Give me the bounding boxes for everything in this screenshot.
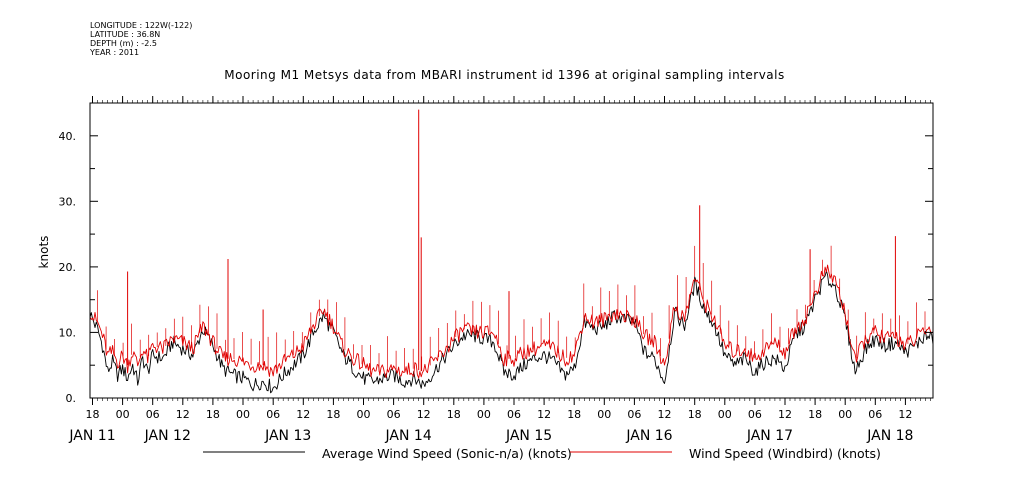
x-tick-label: 06	[387, 408, 401, 421]
y-tick-label: 10.	[59, 326, 77, 339]
y-tick-label: 40.	[59, 130, 77, 143]
legend-windbird-label: Wind Speed (Windbird) (knots)	[689, 446, 881, 461]
metadata-longitude: LONGITUDE : 122W(-122)	[90, 21, 193, 30]
x-tick-label: 00	[597, 408, 611, 421]
x-tick-label: 18	[206, 408, 220, 421]
series-layer	[89, 109, 934, 394]
x-tick-label: 00	[477, 408, 491, 421]
x-tick-label: 12	[898, 408, 912, 421]
metadata-block: LONGITUDE : 122W(-122) LATITUDE : 36.8N …	[90, 21, 192, 57]
x-tick-label: 00	[357, 408, 371, 421]
x-tick-label: 06	[266, 408, 280, 421]
x-tick-label: 06	[146, 408, 160, 421]
x-tick-label: 12	[778, 408, 792, 421]
x-day-label: JAN 16	[625, 428, 672, 444]
y-axis: 0. 10. 20. 30. 40.	[59, 102, 933, 405]
x-tick-label: 06	[627, 408, 641, 421]
x-tick-label: 00	[116, 408, 130, 421]
chart-title: Mooring M1 Metsys data from MBARI instru…	[224, 68, 785, 82]
metadata-year: YEAR : 2011	[90, 48, 140, 57]
metadata-latitude: LATITUDE : 36.8N	[90, 30, 161, 39]
y-tick-label: 0.	[66, 392, 77, 405]
metadata-depth: DEPTH (m) : -2.5	[90, 39, 157, 48]
x-day-label: JAN 11	[68, 428, 115, 444]
x-tick-label: 18	[688, 408, 702, 421]
series-line-windbird	[89, 264, 934, 379]
x-tick-label: 12	[537, 408, 551, 421]
legend-sonic-label: Average Wind Speed (Sonic-n/a) (knots)	[322, 446, 572, 461]
y-tick-label: 30.	[59, 195, 77, 208]
x-tick-label: 00	[838, 408, 852, 421]
x-tick-label: 18	[808, 408, 822, 421]
legend: Average Wind Speed (Sonic-n/a) (knots) W…	[203, 446, 881, 461]
x-tick-label: 06	[507, 408, 521, 421]
x-tick-label: 00	[236, 408, 250, 421]
x-tick-label: 12	[417, 408, 431, 421]
x-tick-label: 00	[718, 408, 732, 421]
x-tick-label: 06	[868, 408, 882, 421]
x-day-label: JAN 18	[866, 428, 913, 444]
x-day-label: JAN 13	[264, 428, 311, 444]
y-tick-label: 20.	[59, 261, 77, 274]
minor-ticks	[92, 100, 931, 401]
x-tick-label: 18	[447, 408, 461, 421]
x-day-label: JAN 17	[746, 428, 793, 444]
x-axis: 18 00 06 12 18 00 06 12 18 00 06 12 18 00 06 12 18 00 06 12…	[68, 96, 913, 444]
x-day-label: JAN 14	[385, 428, 432, 444]
x-day-label: JAN 12	[144, 428, 191, 444]
x-tick-label: 06	[748, 408, 762, 421]
x-day-label: JAN 15	[505, 428, 552, 444]
x-tick-label: 12	[658, 408, 672, 421]
x-tick-label: 12	[176, 408, 190, 421]
plot-frame	[89, 102, 934, 399]
x-tick-label: 18	[567, 408, 581, 421]
x-tick-label: 18	[326, 408, 340, 421]
x-tick-label: 12	[296, 408, 310, 421]
x-tick-label: 18	[86, 408, 100, 421]
series-line-sonic	[89, 270, 934, 394]
y-axis-label: knots	[37, 236, 51, 269]
